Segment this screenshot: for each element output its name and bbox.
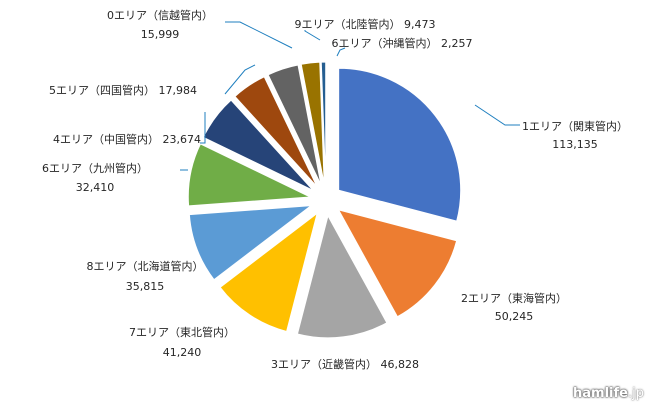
pie-slice-8 [267,64,322,186]
slice-label-2: 3エリア（近畿管内） 46,828 [271,357,419,371]
pie-slice-0 [338,67,462,222]
slice-value-8: 15,999 [141,28,180,41]
slice-value-0: 113,135 [552,138,598,151]
watermark-suffix: .jp [628,386,644,401]
slice-value-3: 41,240 [163,346,202,359]
pie-slice-7 [234,76,318,188]
leader-line-6 [200,112,206,144]
leader-line-8 [225,21,293,49]
slice-value-1: 50,245 [495,310,534,323]
watermark-main: hamlife [573,386,628,401]
slice-name-1: 2エリア（東海管内） [461,291,567,305]
pie-slice-9 [300,61,325,185]
pie-slice-5 [187,143,313,207]
pie-slice-1 [337,209,458,318]
leader-line-9 [304,30,321,41]
pie-slices [187,61,462,339]
slice-name-5: 6エリア（九州管内） [42,161,148,175]
slice-name-3: 7エリア（東北管内） [129,325,235,339]
pie-slice-3 [219,212,318,333]
slice-label-7: 5エリア（四国管内） 17,984 [49,83,197,97]
slice-labels: 1エリア（関東管内） 113,135 2エリア（東海管内） 50,245 3エリア（近畿… [42,8,628,371]
slice-label-10: 6エリア（沖縄管内） 2,257 [332,36,473,50]
pie-slice-4 [188,205,313,281]
slice-label-9: 9エリア（北陸管内） 9,473 [295,17,436,31]
slice-value-5: 32,410 [76,181,115,194]
slice-name-8: 0エリア（信越管内） [107,8,213,22]
leader-line-0 [474,104,520,126]
slice-name-0: 1エリア（関東管内） [522,119,628,133]
site-watermark: hamlife.jp [573,386,644,402]
leader-line-7 [224,64,256,95]
pie-slice-10 [320,61,327,185]
slice-label-6: 4エリア（中国管内） 23,674 [53,132,201,146]
slice-value-4: 35,815 [126,280,165,293]
pie-slice-6 [202,99,314,191]
leader-line-10 [336,47,346,57]
slice-name-4: 8エリア（北海道管内） [87,259,204,273]
leader-lines [180,21,520,171]
pie-slice-2 [296,214,388,339]
